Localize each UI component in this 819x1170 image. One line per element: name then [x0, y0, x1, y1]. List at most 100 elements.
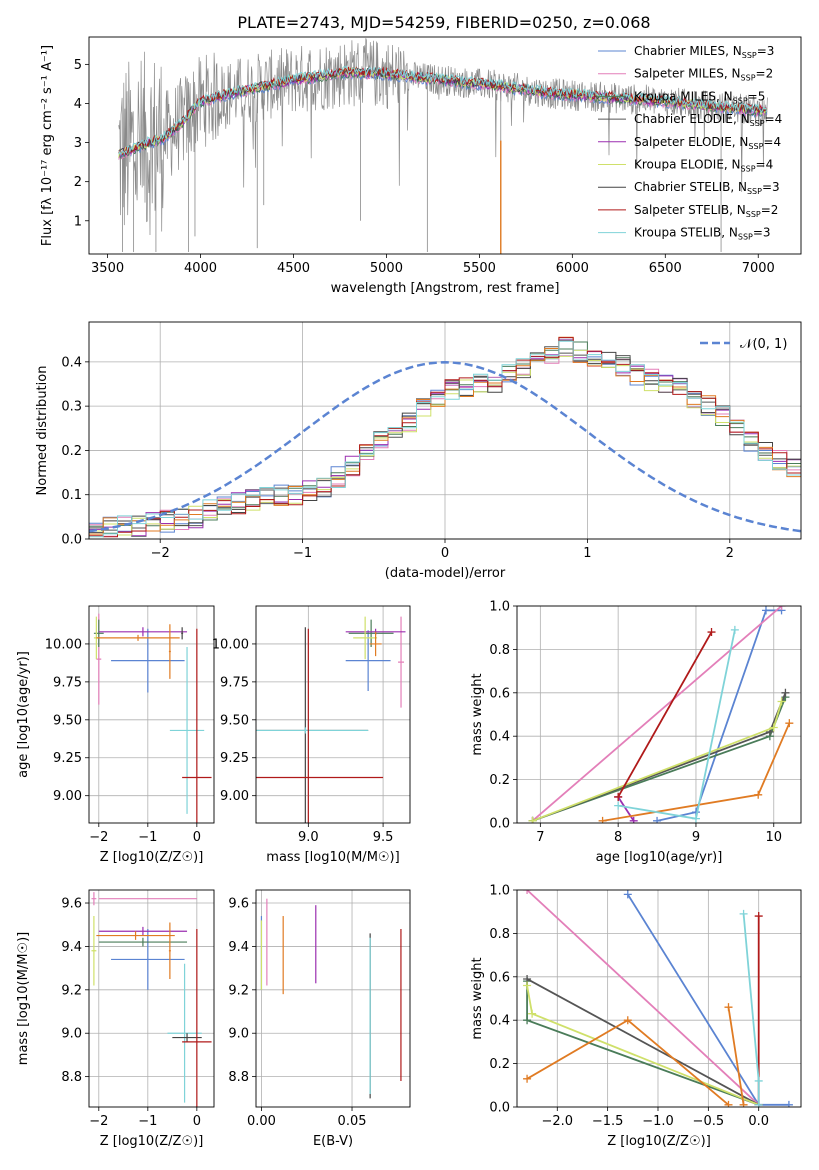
x-tick-label: 0.0: [748, 1114, 769, 1129]
series-line: [617, 631, 713, 798]
y-tick-label: 0.6: [489, 970, 510, 985]
x-axis-label: Z [log10(Z/Z☉)]: [100, 850, 204, 865]
y-tick-label: 9.0: [228, 1027, 249, 1042]
series-marker: [769, 723, 778, 732]
series-line: [742, 913, 760, 1105]
x-tick-label: 0: [193, 1114, 201, 1129]
errorbar-point: [169, 646, 205, 814]
x-tick-label: 5000: [370, 261, 403, 276]
errorbar-point: [256, 727, 369, 734]
x-tick-label: −1: [293, 546, 312, 561]
x-tick-label: −2: [89, 830, 108, 845]
x-tick-label: 7: [536, 830, 544, 845]
x-tick-label: 6000: [556, 261, 589, 276]
x-axis-label: mass [log10(M/M☉)]: [266, 850, 399, 865]
series-marker: [691, 814, 700, 823]
y-axis-label: mass weight: [470, 673, 485, 755]
y-tick-label: 5: [74, 58, 82, 73]
errorbar-group: [256, 616, 406, 823]
errorbar-point: [91, 892, 97, 906]
x-tick-label: −2: [151, 546, 170, 561]
series-marker: [724, 1100, 733, 1107]
series-marker: [777, 606, 786, 610]
age-vs-metallicity-panel: −2 −1 0 9.00 9.25 9.50 9.75 10.00 Z [log10(Z/Z☉)…: [16, 605, 215, 865]
series-marker: [614, 801, 623, 810]
y-tick-label: 0.0: [61, 533, 82, 548]
mass-vs-ebv-panel: 0.00 0.05 8.8 9.0 9.2 9.4 9.6 E(B-V): [228, 889, 411, 1149]
series-line: [656, 609, 782, 822]
series-marker: [784, 1100, 793, 1107]
axes-frame: [516, 605, 802, 824]
errorbar-point: [96, 634, 180, 641]
x-axis-label: Z [log10(Z/Z☉)]: [607, 1134, 711, 1149]
errorbar-point: [398, 616, 405, 708]
y-tick-label: 9.2: [61, 983, 82, 998]
series-marker: [754, 912, 763, 921]
y-tick-label: 1.0: [489, 884, 510, 899]
errorbar-point: [168, 624, 171, 679]
y-tick-label: 8.8: [61, 1070, 82, 1085]
x-tick-label: 9.0: [298, 830, 319, 845]
errorbar-point: [369, 631, 382, 657]
series-line: [526, 978, 760, 1106]
errorbar-point: [345, 630, 391, 691]
x-tick-label: 6500: [649, 261, 682, 276]
series-marker: [724, 1003, 733, 1012]
x-tick-label: −1.0: [642, 1114, 674, 1129]
legend: 𝒩(0, 1): [700, 337, 787, 352]
y-tick-label: 0.3: [61, 400, 82, 415]
model-spectrum: [118, 65, 768, 156]
x-tick-label: 10: [765, 830, 782, 845]
y-axis-label: mass weight: [470, 957, 485, 1039]
y-tick-label: 10.00: [45, 637, 82, 652]
y-axis-label: Normed distribution: [35, 366, 50, 496]
y-tick-label: 0.0: [489, 817, 510, 832]
legend-entry: Chabrier ELODIE, NSSP=4: [634, 112, 782, 128]
x-tick-label: 0: [193, 830, 201, 845]
x-tick-label: 0: [441, 546, 449, 561]
x-tick-label: 1: [583, 546, 591, 561]
x-axis-label: Z [log10(Z/Z☉)]: [100, 1134, 204, 1149]
y-tick-label: 9.25: [53, 751, 82, 766]
mass-weight-vs-age-panel: 7 8 9 10 0.0 0.2 0.4 0.6 0.8 1.0 age [log10(age/yr…: [470, 600, 802, 865]
errorbar-group: [93, 613, 212, 823]
histogram-step: [89, 337, 801, 538]
errorbar-point: [93, 619, 104, 647]
legend-entry: Kroupa ELODIE, NSSP=4: [634, 158, 773, 174]
errorbar-point: [167, 963, 202, 1103]
axes-frame: [255, 605, 411, 824]
x-tick-label: 9: [692, 830, 700, 845]
series-line: [532, 701, 783, 822]
y-tick-label: 9.0: [61, 1027, 82, 1042]
series-marker: [623, 890, 632, 899]
series-marker: [614, 792, 623, 801]
y-tick-label: 0.6: [489, 686, 510, 701]
x-tick-label: 5500: [463, 261, 496, 276]
x-tick-label: 2: [726, 546, 734, 561]
spectrum-panel: 3500 4000 4500 5000 5500 6000 6500 7000 1 2 3 4 5 Cha…: [40, 36, 802, 296]
x-tick-label: 4500: [277, 261, 310, 276]
y-tick-label: 9.6: [228, 897, 249, 912]
histogram-step: [89, 340, 801, 538]
gaussian-curve: [89, 361, 801, 533]
axes-frame: [88, 321, 802, 540]
axes-frame: [516, 889, 802, 1108]
y-tick-label: 2: [74, 175, 82, 190]
errorbar-group: [260, 898, 402, 1099]
y-tick-label: 4: [74, 97, 82, 112]
legend-entry: Salpeter ELODIE, NSSP=4: [634, 135, 781, 151]
legend: Chabrier MILES, NSSP=3 Salpeter MILES, NS…: [598, 44, 782, 242]
y-tick-label: 9.75: [220, 675, 249, 690]
y-tick-label: 0.4: [61, 355, 82, 370]
x-tick-label: 8: [614, 830, 622, 845]
x-axis-label: (data-model)/error: [385, 566, 506, 581]
legend-entry: Salpeter MILES, NSSP=2: [634, 67, 773, 83]
y-tick-label: 10.00: [212, 637, 249, 652]
legend-entry: Kroupa MILES, NSSP=5: [634, 89, 765, 105]
series-marker: [707, 628, 716, 637]
x-axis-label: age [log10(age/yr)]: [596, 850, 723, 865]
series-line: [526, 890, 760, 1106]
axes-frame: [88, 36, 802, 255]
y-tick-label: 0.2: [489, 773, 510, 788]
y-tick-label: 0.2: [61, 444, 82, 459]
